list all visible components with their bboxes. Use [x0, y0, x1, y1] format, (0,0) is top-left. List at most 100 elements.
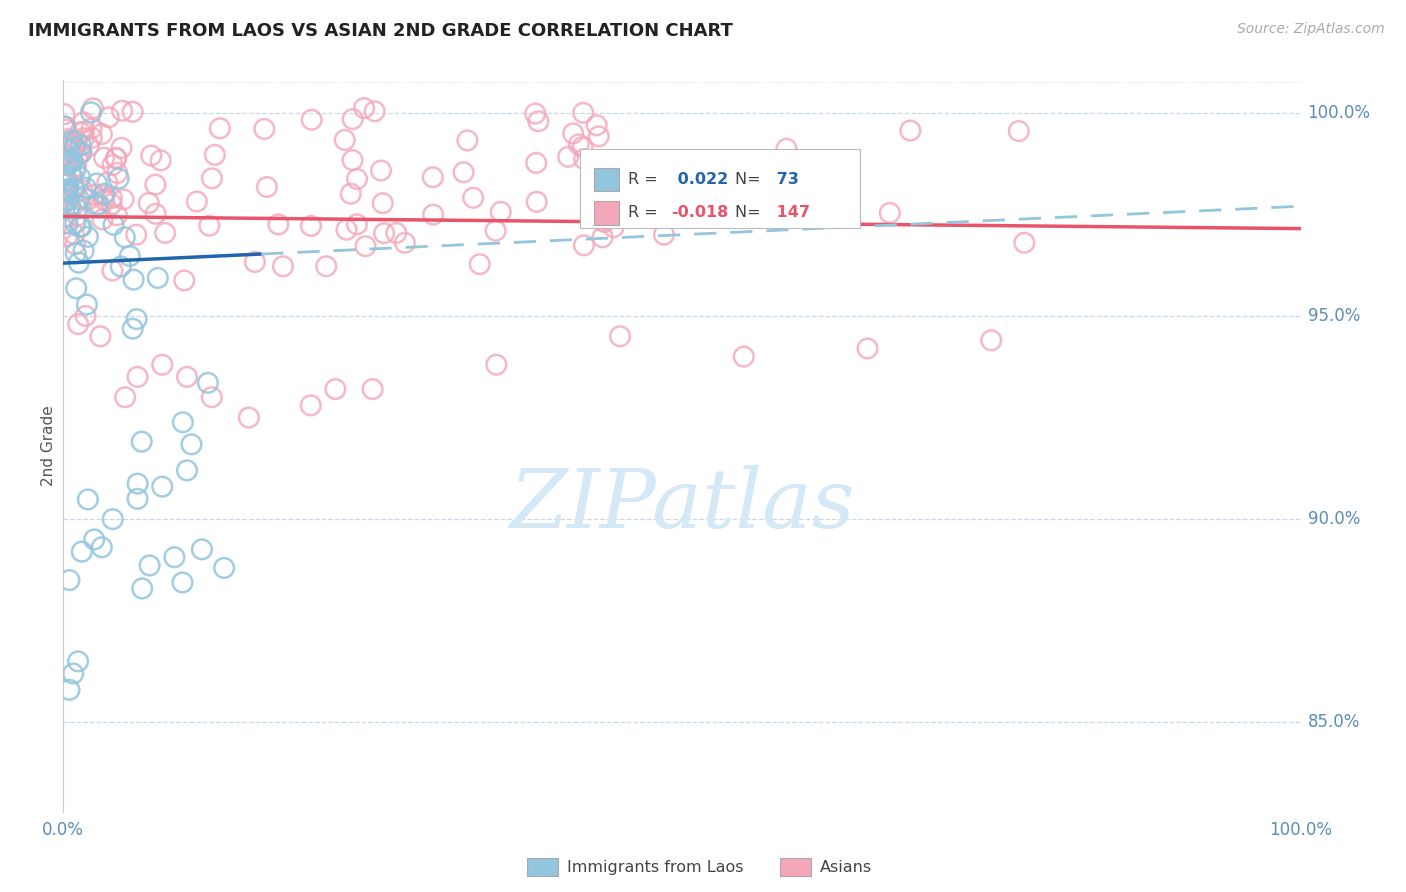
Point	[271, 260, 294, 274]
Point	[592, 230, 614, 244]
Text: Immigrants from Laos: Immigrants from Laos	[567, 860, 744, 874]
Point	[58, 144, 80, 158]
Point	[373, 226, 395, 240]
Point	[145, 178, 167, 192]
Point	[980, 334, 1002, 348]
Point	[56, 217, 79, 231]
Point	[77, 230, 100, 244]
Point	[75, 309, 97, 323]
Point	[86, 177, 108, 191]
Text: N=: N=	[735, 172, 765, 187]
Point	[572, 152, 595, 166]
Point	[58, 182, 80, 196]
Point	[110, 141, 132, 155]
Point	[65, 202, 87, 216]
Point	[127, 370, 149, 384]
Point	[131, 434, 153, 449]
Point	[53, 147, 76, 161]
Point	[69, 125, 91, 139]
Point	[93, 151, 115, 165]
Point	[138, 196, 160, 211]
Point	[105, 208, 128, 222]
Point	[163, 550, 186, 565]
Point	[83, 187, 105, 202]
Point	[73, 124, 96, 138]
Point	[733, 350, 755, 364]
Point	[456, 133, 478, 147]
Point	[77, 193, 100, 207]
Text: Asians: Asians	[820, 860, 872, 874]
Point	[67, 255, 90, 269]
Point	[191, 542, 214, 557]
Point	[105, 151, 128, 165]
Point	[422, 208, 444, 222]
Point	[149, 153, 172, 168]
Point	[107, 171, 129, 186]
Point	[775, 142, 797, 156]
Point	[879, 206, 901, 220]
Point	[180, 437, 202, 451]
Point	[198, 219, 221, 233]
Point	[176, 370, 198, 384]
Point	[371, 196, 394, 211]
Point	[1014, 235, 1036, 250]
Point	[53, 107, 76, 121]
Point	[63, 227, 86, 241]
Point	[131, 582, 153, 596]
Point	[63, 180, 86, 194]
Point	[325, 382, 347, 396]
Point	[77, 139, 100, 153]
Point	[114, 230, 136, 244]
Point	[463, 191, 485, 205]
Point	[453, 165, 475, 179]
Point	[72, 244, 94, 258]
Point	[60, 169, 83, 184]
Point	[53, 169, 76, 183]
Point	[110, 260, 132, 274]
Point	[58, 202, 80, 216]
Point	[59, 199, 82, 213]
Point	[93, 193, 115, 207]
Point	[468, 257, 491, 271]
Point	[80, 121, 103, 136]
Point	[75, 180, 97, 194]
Point	[125, 312, 148, 326]
Point	[53, 122, 76, 136]
Point	[101, 158, 124, 172]
Point	[394, 235, 416, 250]
Point	[70, 544, 93, 558]
Point	[80, 105, 103, 120]
Point	[243, 255, 266, 269]
Point	[485, 224, 508, 238]
Point	[568, 137, 591, 152]
Point	[186, 194, 208, 209]
Point	[69, 138, 91, 153]
Point	[101, 191, 124, 205]
Point	[91, 212, 114, 227]
Point	[364, 104, 387, 119]
Point	[1008, 124, 1031, 138]
Point	[72, 115, 94, 129]
Point	[173, 273, 195, 287]
Point	[59, 155, 82, 169]
Point	[67, 192, 90, 206]
Point	[489, 204, 512, 219]
Point	[524, 156, 547, 170]
Point	[138, 558, 160, 573]
Point	[58, 573, 80, 587]
Point	[63, 181, 86, 195]
Point	[125, 227, 148, 242]
Point	[65, 246, 87, 260]
Point	[253, 122, 276, 136]
Point	[652, 227, 675, 242]
Point	[58, 157, 80, 171]
Text: R =: R =	[628, 172, 662, 187]
Point	[121, 321, 143, 335]
Point	[524, 106, 547, 120]
Point	[65, 159, 87, 173]
Point	[112, 192, 135, 206]
Point	[238, 410, 260, 425]
Point	[571, 140, 593, 154]
Point	[127, 491, 149, 506]
Point	[63, 182, 86, 196]
